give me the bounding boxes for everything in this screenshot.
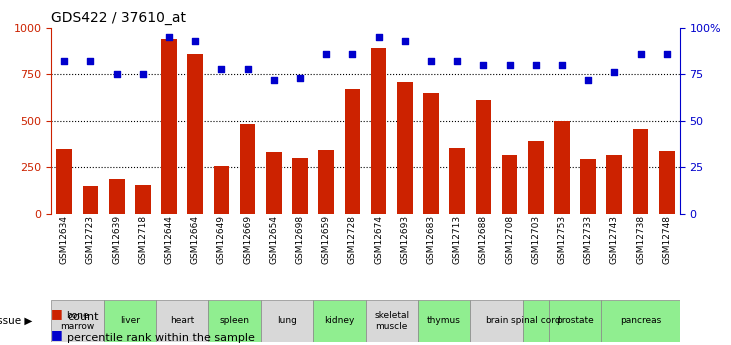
Bar [659,150,675,214]
Text: lung: lung [277,316,297,325]
Point [635,51,646,57]
Point [163,34,175,40]
Bar [266,152,281,214]
Text: GDS422 / 37610_at: GDS422 / 37610_at [51,11,186,25]
Point [530,62,542,68]
Bar [162,39,177,214]
Text: prostate: prostate [556,316,594,325]
Bar [319,150,334,214]
FancyBboxPatch shape [156,300,208,342]
Point [608,70,620,75]
FancyBboxPatch shape [313,300,366,342]
Bar [450,148,465,214]
FancyBboxPatch shape [418,300,470,342]
Point [346,51,358,57]
Point [583,77,594,82]
Text: thymus: thymus [427,316,461,325]
Point [425,58,437,64]
FancyBboxPatch shape [104,300,156,342]
Bar [423,93,439,214]
FancyBboxPatch shape [549,300,602,342]
Point [661,51,673,57]
Bar [501,155,518,214]
Bar [607,155,622,214]
Bar [528,141,544,214]
Bar [109,179,124,214]
Point [85,58,96,64]
Bar [187,54,203,214]
Bar [397,82,413,214]
Text: spinal cord: spinal cord [511,316,561,325]
Text: spleen: spleen [219,316,249,325]
Point [477,62,489,68]
FancyBboxPatch shape [51,300,104,342]
Bar [344,89,360,214]
Point [58,58,70,64]
Bar [292,158,308,214]
Bar [633,129,648,214]
FancyBboxPatch shape [470,300,523,342]
Text: liver: liver [120,316,140,325]
Text: kidney: kidney [324,316,355,325]
Point [373,34,385,40]
FancyBboxPatch shape [261,300,313,342]
Bar [83,186,98,214]
Point [189,38,201,43]
Bar [476,100,491,214]
Point [294,75,306,81]
Text: count: count [67,313,99,322]
Text: ■: ■ [51,328,63,341]
Point [320,51,332,57]
FancyBboxPatch shape [208,300,261,342]
Text: brain: brain [485,316,508,325]
Bar [240,125,256,214]
Text: tissue ▶: tissue ▶ [0,316,33,326]
Bar [580,159,596,214]
FancyBboxPatch shape [366,300,418,342]
Point [242,66,254,71]
Text: percentile rank within the sample: percentile rank within the sample [67,333,255,343]
Text: ■: ■ [51,307,63,321]
Point [504,62,515,68]
Point [111,71,123,77]
FancyBboxPatch shape [523,300,549,342]
Bar [371,48,387,214]
Bar [135,185,151,214]
Text: bone
marrow: bone marrow [60,311,94,331]
Bar [554,121,570,214]
Point [556,62,568,68]
Point [216,66,227,71]
Bar [56,149,72,214]
FancyBboxPatch shape [602,300,680,342]
Point [399,38,411,43]
Bar [213,166,230,214]
Point [137,71,148,77]
Point [451,58,463,64]
Text: pancreas: pancreas [620,316,661,325]
Text: heart: heart [170,316,194,325]
Point [268,77,280,82]
Text: skeletal
muscle: skeletal muscle [374,311,409,331]
